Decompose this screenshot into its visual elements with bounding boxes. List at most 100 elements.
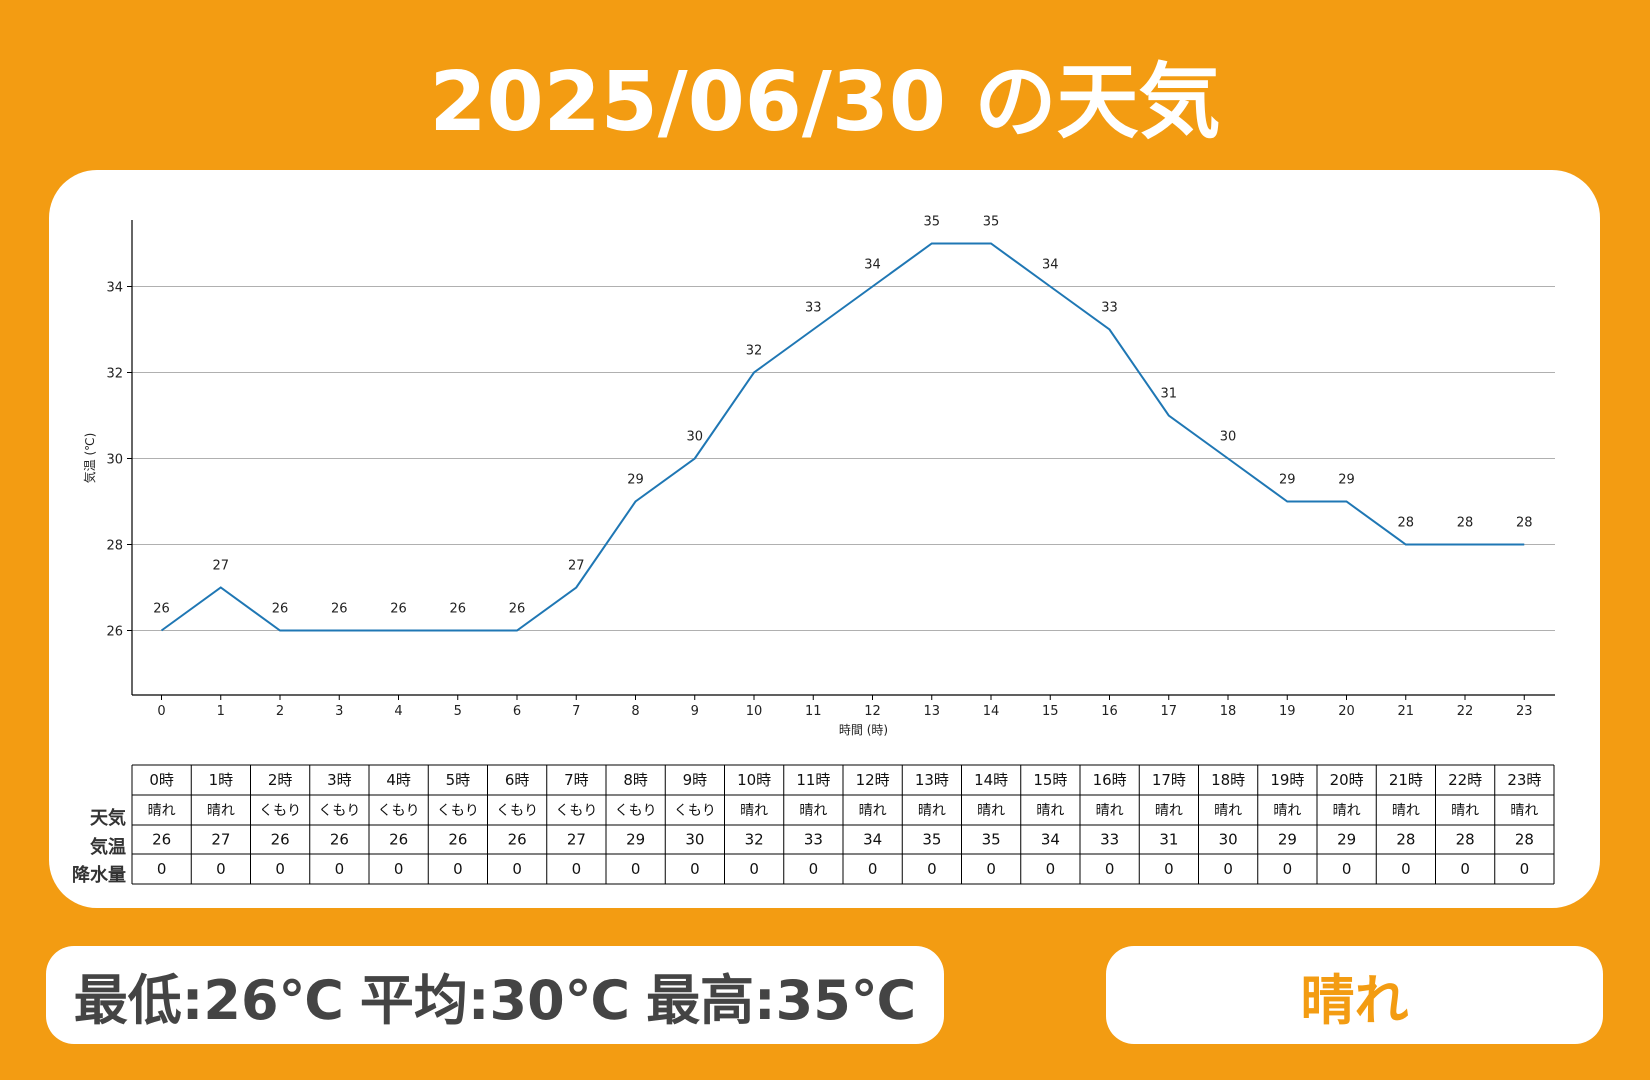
table-cell-temperature: 30 [1219, 831, 1238, 849]
table-cell-weather: くもり [437, 803, 479, 819]
table-cell-hour: 22時 [1448, 771, 1482, 789]
table-row-label: 気温 [90, 836, 126, 858]
table-cell-weather: 晴れ [148, 803, 176, 819]
x-tick-label: 13 [923, 704, 940, 719]
table-cell-weather: 晴れ [1451, 803, 1479, 819]
table-cell-precipitation: 0 [1105, 860, 1115, 878]
x-tick-label: 22 [1457, 704, 1474, 719]
data-label: 34 [864, 258, 881, 273]
table-cell-hour: 1時 [209, 771, 234, 789]
table-cell-weather: くもり [615, 803, 657, 819]
data-label: 28 [1516, 516, 1533, 531]
data-label: 27 [212, 559, 229, 574]
data-label: 33 [805, 301, 822, 316]
table-cell-weather: 晴れ [207, 803, 235, 819]
table-cell-weather: くもり [496, 803, 538, 819]
data-label: 29 [627, 473, 644, 488]
table-cell-weather: 晴れ [740, 803, 768, 819]
x-tick-label: 0 [157, 704, 165, 719]
page-title: 2025/06/30 の天気 [429, 55, 1221, 150]
y-tick-label: 34 [106, 281, 123, 296]
table-cell-hour: 23時 [1507, 771, 1541, 789]
data-label: 26 [331, 602, 348, 617]
x-tick-label: 2 [276, 704, 284, 719]
temperature-line [160, 242, 1525, 632]
x-tick-label: 5 [454, 704, 462, 719]
table-cell-hour: 13時 [915, 771, 949, 789]
table-cell-temperature: 29 [626, 831, 645, 849]
table-cell-precipitation: 0 [927, 860, 937, 878]
table-cell-precipitation: 0 [275, 860, 285, 878]
data-label: 26 [272, 602, 289, 617]
table-cell-temperature: 26 [271, 831, 290, 849]
table-cell-hour: 19時 [1270, 771, 1304, 789]
x-tick-label: 12 [864, 704, 881, 719]
table-cell-temperature: 35 [922, 831, 941, 849]
table-cell-temperature: 26 [448, 831, 467, 849]
data-label: 26 [390, 602, 407, 617]
x-tick-label: 8 [631, 704, 639, 719]
table-cell-temperature: 28 [1396, 831, 1415, 849]
overall-weather: 晴れ [1300, 968, 1409, 1032]
data-label: 31 [1160, 387, 1177, 402]
table-cell-weather: 晴れ [1392, 803, 1420, 819]
data-label: 28 [1457, 516, 1474, 531]
table-cell-hour: 15時 [1033, 771, 1067, 789]
min-temperature: 最低:26℃ [73, 968, 344, 1032]
data-label: 26 [509, 602, 526, 617]
table-cell-temperature: 26 [389, 831, 408, 849]
table-cell-precipitation: 0 [453, 860, 463, 878]
table-cell-precipitation: 0 [572, 860, 582, 878]
x-tick-label: 19 [1279, 704, 1296, 719]
data-label: 29 [1338, 473, 1355, 488]
table-cell-temperature: 26 [152, 831, 171, 849]
y-tick-label: 28 [106, 539, 123, 554]
table-cell-weather: 晴れ [1333, 803, 1361, 819]
table-cell-precipitation: 0 [216, 860, 226, 878]
table-cell-weather: くもり [674, 803, 716, 819]
table-cell-precipitation: 0 [1046, 860, 1056, 878]
max-temperature: 最高:35℃ [646, 968, 917, 1032]
table-cell-precipitation: 0 [1283, 860, 1293, 878]
table-cell-temperature: 26 [330, 831, 349, 849]
average-temperature: 平均:30℃ [359, 968, 631, 1032]
table-cell-temperature: 27 [567, 831, 586, 849]
table-cell-hour: 9時 [683, 771, 708, 789]
data-label: 27 [568, 559, 585, 574]
x-tick-label: 17 [1160, 704, 1177, 719]
x-tick-label: 1 [217, 704, 225, 719]
overall-weather-card: 晴れ [1106, 946, 1603, 1044]
table-cell-hour: 18時 [1211, 771, 1245, 789]
x-tick-label: 6 [513, 704, 521, 719]
data-label: 35 [923, 215, 940, 230]
table-cell-hour: 20時 [1330, 771, 1364, 789]
table-cell-hour: 11時 [796, 771, 830, 789]
x-tick-label: 23 [1516, 704, 1533, 719]
table-cell-temperature: 27 [211, 831, 230, 849]
table-cell-precipitation: 0 [1164, 860, 1174, 878]
table-row-label: 天気 [90, 807, 126, 829]
table-cell-hour: 8時 [623, 771, 648, 789]
table-cell-weather: 晴れ [1036, 803, 1064, 819]
x-tick-label: 9 [691, 704, 699, 719]
chart-card: 26 28 30 32 34 0 1 2 3 4 5 6 7 8 9 10 11 12 13 14 15 16 17 18 19… [49, 170, 1600, 908]
table-cell-precipitation: 0 [1401, 860, 1411, 878]
table-cell-temperature: 31 [1159, 831, 1178, 849]
table-cell-hour: 10時 [737, 771, 771, 789]
data-label: 32 [746, 344, 763, 359]
data-label: 35 [983, 215, 1000, 230]
table-cell-precipitation: 0 [631, 860, 641, 878]
table-cell-hour: 16時 [1093, 771, 1127, 789]
x-tick-label: 14 [983, 704, 1000, 719]
table-cell-hour: 6時 [505, 771, 530, 789]
y-tick-label: 32 [106, 367, 123, 382]
table-cell-hour: 0時 [149, 771, 174, 789]
table-cell-temperature: 30 [685, 831, 704, 849]
data-label: 29 [1279, 473, 1296, 488]
table-cell-temperature: 33 [1100, 831, 1119, 849]
table-cell-weather: 晴れ [1096, 803, 1124, 819]
table-cell-hour: 21時 [1389, 771, 1423, 789]
table-cell-weather: 晴れ [1510, 803, 1538, 819]
table-cell-hour: 12時 [856, 771, 890, 789]
table-cell-weather: くもり [378, 803, 420, 819]
